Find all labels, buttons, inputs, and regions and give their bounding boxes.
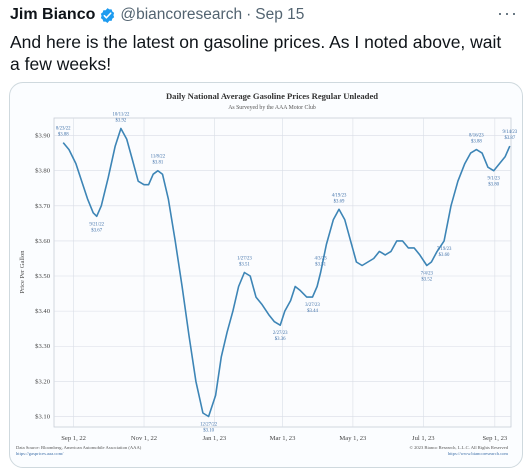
x-tick-label: Jul 1, 23 <box>412 435 435 442</box>
y-tick-label: $3.60 <box>35 238 51 245</box>
chart-title: Daily National Average Gasoline Prices R… <box>166 91 378 101</box>
annotation-date: 8/16/23 <box>469 134 484 139</box>
annotation-price: $3.88 <box>471 140 482 145</box>
gasoline-price-chart: Daily National Average Gasoline Prices R… <box>16 91 518 456</box>
price-series-line <box>62 127 511 418</box>
tweet-date[interactable]: Sep 15 <box>255 6 305 23</box>
annotation-price: $3.80 <box>488 183 499 188</box>
source-line-2: https://gasprices.aaa.com/ <box>16 451 64 456</box>
verified-badge-icon <box>99 7 116 24</box>
chart-subtitle: As Surveyed by the AAA Motor Club <box>228 105 316 111</box>
annotation-price: $3.36 <box>275 337 286 342</box>
annotation-date: 4/19/23 <box>332 193 347 198</box>
annotation-price: $3.10 <box>203 428 214 433</box>
y-axis-ticks: $3.90 $3.80 $3.70 $3.60 $3.50 $3.40 $3.30 $3.20… <box>35 133 51 421</box>
annotation-price: $3.51 <box>239 263 250 268</box>
annotation-date: 11/8/22 <box>151 155 166 160</box>
y-tick-label: $3.10 <box>35 413 51 420</box>
annotation-price: $3.51 <box>315 263 326 268</box>
y-tick-label: $3.70 <box>35 203 51 210</box>
y-tick-label: $3.20 <box>35 378 51 385</box>
annotation-date: 7/4/23 <box>421 271 434 276</box>
annotation-date: 10/11/22 <box>112 113 129 118</box>
annotation-price: $3.69 <box>334 199 345 204</box>
x-tick-label: Sep 1, 22 <box>61 435 86 442</box>
source-line-1: Data Source: Bloomberg, American Automob… <box>16 445 142 451</box>
annotation-date: 9/21/22 <box>89 222 104 227</box>
y-axis-label: Price Per Gallon <box>19 250 26 294</box>
y-tick-label: $3.40 <box>35 308 51 315</box>
annotation-price: $3.67 <box>91 228 102 233</box>
annotation-date: 8/23/22 <box>56 127 71 132</box>
annotation-price: $3.87 <box>504 136 515 141</box>
more-options-icon[interactable]: ··· <box>497 3 518 23</box>
x-axis-ticks: Sep 1, 22 Nov 1, 22 Jan 1, 23 Mar 1, 23 May … <box>61 435 508 442</box>
annotation-price: $3.81 <box>152 161 163 166</box>
gridlines <box>54 118 511 427</box>
author-name[interactable]: Jim Bianco <box>10 6 96 23</box>
x-tick-label: Sep 1, 23 <box>482 435 507 442</box>
x-tick-label: May 1, 23 <box>339 435 367 442</box>
tweet-media-chart[interactable]: Daily National Average Gasoline Prices R… <box>9 82 523 468</box>
author-handle[interactable]: @biancoresearch <box>120 6 243 23</box>
annotation-date: 7/19/23 <box>437 247 452 252</box>
x-tick-label: Mar 1, 23 <box>270 435 297 442</box>
annotation-date: 12/27/22 <box>200 422 218 427</box>
annotation-price: $3.44 <box>307 309 318 314</box>
annotation-price: $3.52 <box>421 277 432 282</box>
point-annotations: 8/23/22$3.889/21/22$3.6710/11/22$3.9211/… <box>56 113 518 434</box>
y-tick-label: $3.90 <box>35 133 51 140</box>
x-tick-label: Jan 1, 23 <box>203 435 227 442</box>
y-tick-label: $3.30 <box>35 343 51 350</box>
x-tick-label: Nov 1, 22 <box>131 435 157 442</box>
annotation-price: $3.92 <box>116 119 127 124</box>
annotation-date: 9/14/23 <box>503 130 518 135</box>
copyright-line-2: https://www.biancoresearch.com <box>448 451 509 456</box>
annotation-date: 4/3/23 <box>314 257 327 262</box>
annotation-date: 1/27/23 <box>237 257 252 262</box>
annotation-date: 9/1/23 <box>488 177 501 182</box>
y-tick-label: $3.50 <box>35 273 51 280</box>
tweet-text: And here is the latest on gasoline price… <box>10 32 502 74</box>
tweet-header: Jim Bianco @biancoresearch · Sep 15 <box>10 4 304 26</box>
y-tick-label: $3.80 <box>35 168 51 175</box>
header-separator: · <box>246 6 252 23</box>
annotation-date: 3/27/23 <box>305 303 320 308</box>
annotation-date: 2/27/23 <box>273 331 288 336</box>
annotation-price: $3.60 <box>439 253 450 258</box>
copyright-line-1: © 2023 Bianco Research, L.L.C. All Right… <box>409 445 508 451</box>
annotation-price: $3.88 <box>58 133 69 138</box>
